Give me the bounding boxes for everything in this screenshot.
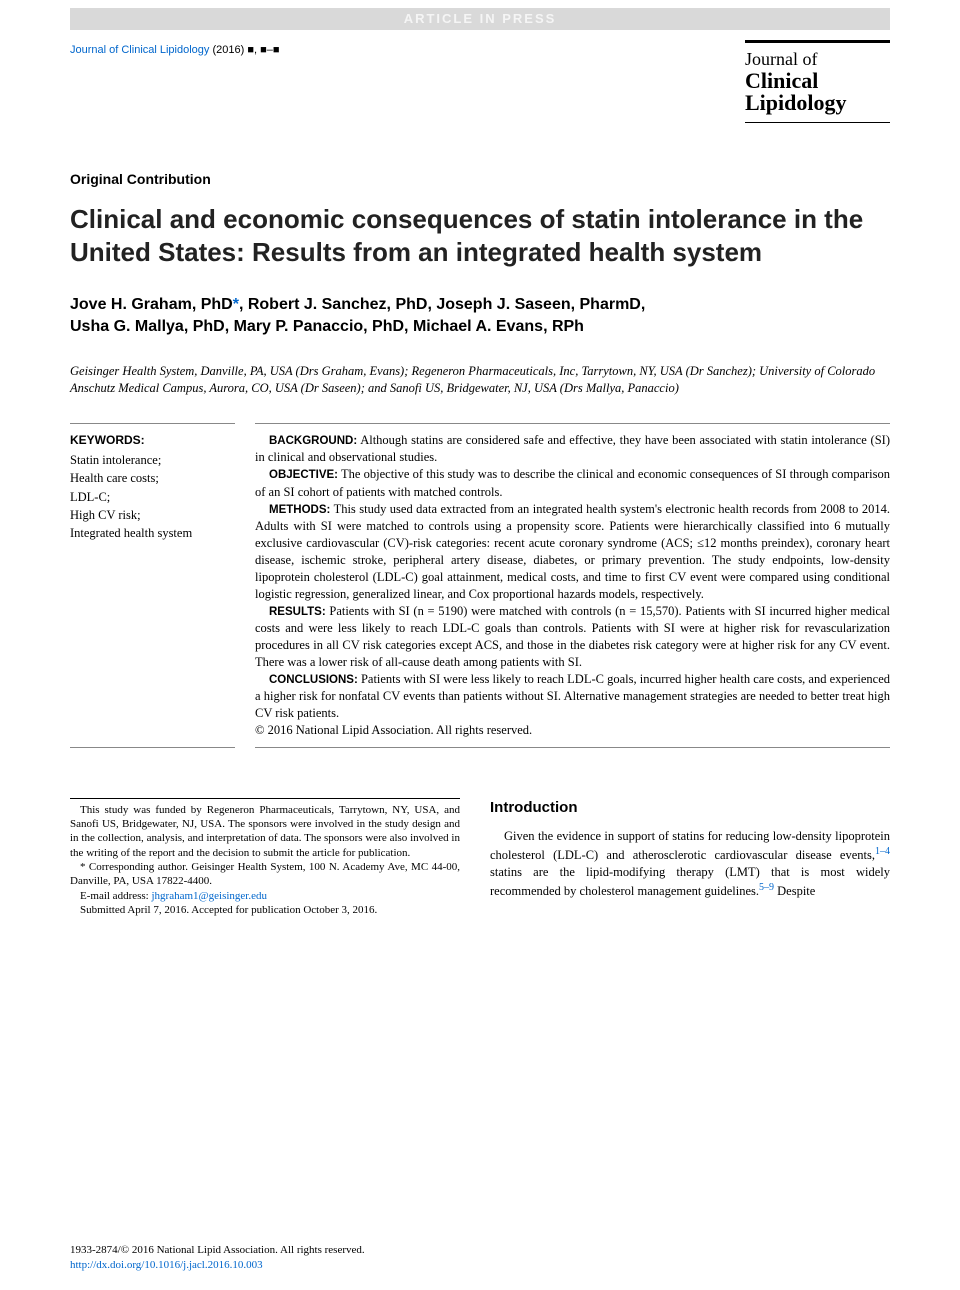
introduction-heading: Introduction	[490, 798, 890, 818]
citation-link[interactable]: 5–9	[759, 882, 774, 893]
citation-link[interactable]: 1–4	[875, 846, 890, 857]
keyword-item: Statin intolerance;	[70, 451, 235, 469]
intro-text-3: Despite	[774, 884, 815, 898]
header-row: Journal of Clinical Lipidology (2016) ■,…	[70, 40, 890, 123]
email-label: E-mail address:	[80, 890, 151, 902]
journal-ref-name: Journal of Clinical Lipidology	[70, 44, 209, 56]
author-segment-1: Jove H. Graham, PhD	[70, 296, 233, 313]
journal-logo: Journal of Clinical Lipidology	[745, 40, 890, 123]
abstract-copyright: © 2016 National Lipid Association. All r…	[255, 722, 890, 739]
intro-text-2: statins are the lipid-modifying therapy …	[490, 865, 890, 898]
objective-head: OBJECTIVE:	[269, 469, 338, 481]
author-segment-1b: , Robert J. Sanchez, PhD, Joseph J. Sase…	[239, 296, 645, 313]
corresponding-note: * Corresponding author. Geisinger Health…	[70, 860, 460, 889]
journal-ref-pages: ■–■	[260, 44, 279, 56]
issn-copyright: 1933-2874/© 2016 National Lipid Associat…	[70, 1244, 365, 1256]
doi-link[interactable]: http://dx.doi.org/10.1016/j.jacl.2016.10…	[70, 1259, 263, 1271]
email-link[interactable]: jhgraham1@geisinger.edu	[151, 890, 267, 902]
intro-text-1: Given the evidence in support of statins…	[490, 829, 890, 862]
journal-logo-line1: Journal of	[745, 49, 890, 70]
keyword-item: LDL-C;	[70, 488, 235, 506]
abstract-block: KEYWORDS: Statin intolerance; Health car…	[70, 423, 890, 748]
article-type: Original Contribution	[70, 171, 890, 187]
journal-reference: Journal of Clinical Lipidology (2016) ■,…	[70, 44, 280, 56]
article-title: Clinical and economic consequences of st…	[70, 203, 890, 268]
authors: Jove H. Graham, PhD*, Robert J. Sanchez,…	[70, 294, 890, 337]
keyword-item: Health care costs;	[70, 469, 235, 487]
affiliations: Geisinger Health System, Danville, PA, U…	[70, 363, 890, 397]
press-banner: ARTICLE IN PRESS	[70, 8, 890, 30]
page-content: Journal of Clinical Lipidology (2016) ■,…	[70, 40, 890, 917]
footer-copyright: 1933-2874/© 2016 National Lipid Associat…	[70, 1243, 365, 1272]
methods-head: METHODS:	[269, 504, 330, 516]
journal-logo-line2: Clinical	[745, 70, 890, 92]
journal-ref-year: (2016)	[212, 44, 244, 56]
bottom-columns: This study was funded by Regeneron Pharm…	[70, 798, 890, 917]
abstract-column: BACKGROUND: Although statins are conside…	[255, 423, 890, 748]
funding-note: This study was funded by Regeneron Pharm…	[70, 803, 460, 860]
keywords-heading: KEYWORDS:	[70, 432, 235, 449]
background-head: BACKGROUND:	[269, 435, 357, 447]
keyword-item: Integrated health system	[70, 524, 235, 542]
footnote-column: This study was funded by Regeneron Pharm…	[70, 798, 460, 917]
keywords-column: KEYWORDS: Statin intolerance; Health car…	[70, 423, 235, 748]
submitted-note: Submitted April 7, 2016. Accepted for pu…	[70, 903, 460, 917]
keyword-item: High CV risk;	[70, 506, 235, 524]
objective-text: The objective of this study was to descr…	[255, 467, 890, 499]
introduction-column: Introduction Given the evidence in suppo…	[490, 798, 890, 917]
results-head: RESULTS:	[269, 606, 326, 618]
conclusions-head: CONCLUSIONS:	[269, 674, 358, 686]
journal-logo-line3: Lipidology	[745, 92, 890, 114]
author-segment-2: Usha G. Mallya, PhD, Mary P. Panaccio, P…	[70, 318, 584, 335]
methods-text: This study used data extracted from an i…	[255, 502, 890, 601]
results-text: Patients with SI (n = 5190) were matched…	[255, 604, 890, 669]
journal-ref-vol: ■,	[247, 44, 257, 56]
